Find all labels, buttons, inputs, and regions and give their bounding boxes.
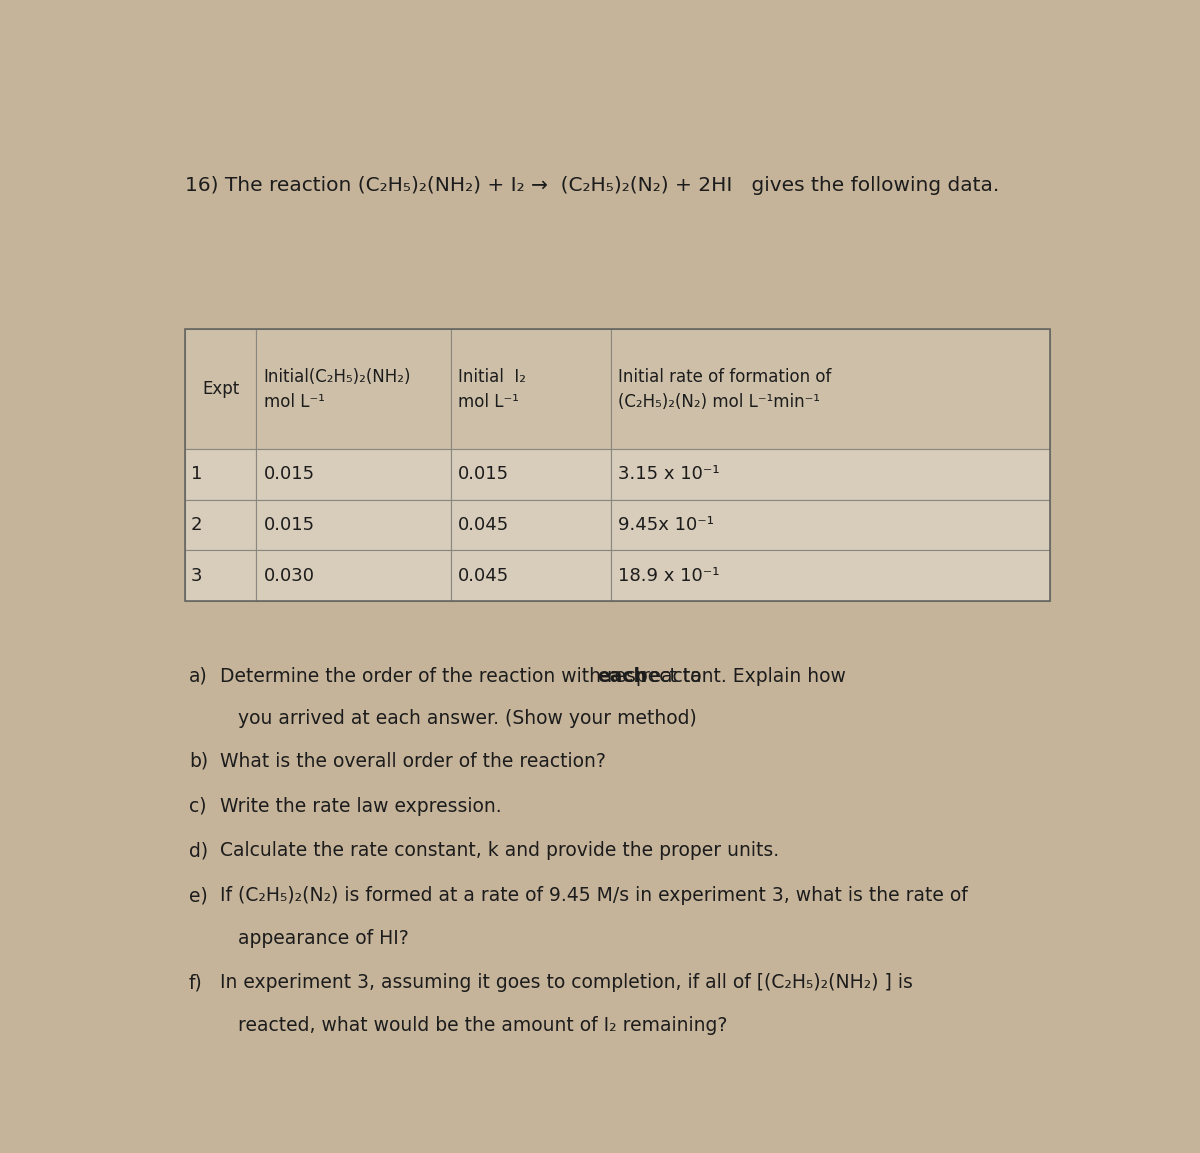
Bar [611, 499, 1050, 550]
Text: Initial rate of formation of
(C₂H₅)₂(N₂) mol L⁻¹min⁻¹: Initial rate of formation of (C₂H₅)₂(N₂)… [618, 368, 832, 410]
Bar [257, 449, 451, 499]
Bar [611, 330, 1050, 449]
Text: 1: 1 [191, 466, 203, 483]
Text: reacted, what would be the amount of I₂ remaining?: reacted, what would be the amount of I₂ … [239, 1016, 727, 1035]
Text: 0.030: 0.030 [264, 566, 314, 585]
Bar [257, 330, 451, 449]
Bar [451, 550, 611, 601]
Text: Determine the order of the reaction with respect to: Determine the order of the reaction with… [220, 666, 707, 686]
Bar [451, 330, 611, 449]
Text: What is the overall order of the reaction?: What is the overall order of the reactio… [220, 752, 606, 771]
Text: f): f) [190, 973, 203, 993]
Bar [185, 330, 257, 449]
Text: In experiment 3, assuming it goes to completion, if all of [(C₂H₅)₂(NH₂) ] is: In experiment 3, assuming it goes to com… [220, 973, 913, 993]
Text: If (C₂H₅)₂(N₂) is formed at a rate of 9.45 M/s in experiment 3, what is the rate: If (C₂H₅)₂(N₂) is formed at a rate of 9.… [220, 886, 967, 905]
Text: 0.015: 0.015 [458, 466, 510, 483]
Text: 0.045: 0.045 [458, 566, 510, 585]
Text: 9.45x 10⁻¹: 9.45x 10⁻¹ [618, 517, 714, 534]
Text: 18.9 x 10⁻¹: 18.9 x 10⁻¹ [618, 566, 720, 585]
Text: 16) The reaction (C₂H₅)₂(NH₂) + I₂ →  (C₂H₅)₂(N₂) + 2HI   gives the following da: 16) The reaction (C₂H₅)₂(NH₂) + I₂ → (C₂… [185, 175, 1000, 195]
Text: 0.015: 0.015 [264, 517, 314, 534]
Text: Expt: Expt [202, 380, 240, 398]
Text: Calculate the rate constant, k and provide the proper units.: Calculate the rate constant, k and provi… [220, 842, 779, 860]
Text: reactant. Explain how: reactant. Explain how [636, 666, 846, 686]
Text: Initial  I₂
mol L⁻¹: Initial I₂ mol L⁻¹ [458, 368, 527, 410]
Bar [451, 499, 611, 550]
Text: 3.15 x 10⁻¹: 3.15 x 10⁻¹ [618, 466, 720, 483]
Text: a): a) [190, 666, 208, 686]
Text: e): e) [190, 886, 208, 905]
Text: Initial(C₂H₅)₂(NH₂)
mol L⁻¹: Initial(C₂H₅)₂(NH₂) mol L⁻¹ [264, 368, 412, 410]
Text: 0.015: 0.015 [264, 466, 314, 483]
Bar [185, 330, 1050, 601]
Text: b): b) [190, 752, 208, 771]
Text: Write the rate law expression.: Write the rate law expression. [220, 797, 502, 815]
Text: you arrived at each answer. (Show your method): you arrived at each answer. (Show your m… [239, 709, 697, 729]
Bar [451, 449, 611, 499]
Text: 3: 3 [191, 566, 203, 585]
Bar [185, 449, 257, 499]
Bar [611, 449, 1050, 499]
Bar [257, 499, 451, 550]
Bar [185, 499, 257, 550]
Bar [185, 550, 257, 601]
Bar [611, 550, 1050, 601]
Bar [257, 550, 451, 601]
Text: each: each [598, 666, 648, 686]
Text: c): c) [190, 797, 206, 815]
Text: d): d) [190, 842, 208, 860]
Text: appearance of HI?: appearance of HI? [239, 928, 409, 948]
Text: 0.045: 0.045 [458, 517, 510, 534]
Text: 2: 2 [191, 517, 203, 534]
